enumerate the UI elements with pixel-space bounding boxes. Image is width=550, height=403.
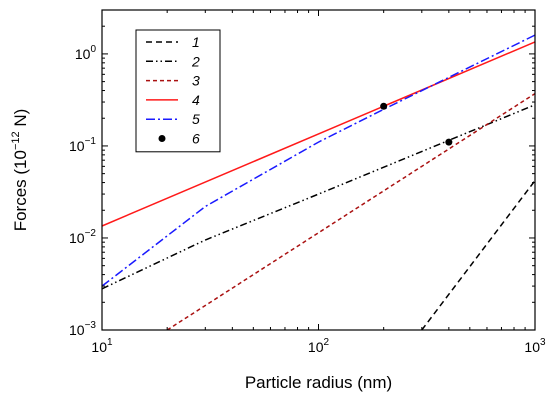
series-4-line: [102, 41, 535, 227]
legend-label: 5: [192, 111, 200, 127]
series-6-point: [445, 138, 453, 146]
x-tick-label: 103: [524, 337, 546, 355]
series-3-line: [166, 92, 535, 330]
x-tick-label: 102: [308, 337, 330, 355]
series-2-line: [102, 104, 535, 290]
tick-layer: 101 102 103 10−3 10−2 10−1 100: [69, 9, 546, 355]
legend: 1 2 3 4 5 6: [135, 29, 221, 153]
y-tick-label: 10−3: [69, 320, 96, 338]
series-1-line: [421, 180, 535, 330]
x-tick-label: 101: [91, 337, 113, 355]
legend-label: 4: [192, 92, 200, 108]
y-tick-label: 100: [75, 44, 97, 62]
legend-label: 2: [191, 53, 200, 69]
y-tick-label: 10−2: [69, 228, 96, 246]
series-layer: [102, 34, 535, 330]
series-6-point: [380, 102, 388, 110]
legend-label: 1: [192, 34, 200, 50]
legend-box: [135, 29, 221, 153]
y-tick-label: 10−1: [69, 136, 96, 154]
legend-marker: [158, 135, 166, 142]
series-5-line: [102, 34, 535, 287]
y-axis-title: Forces (10−12 N): [10, 109, 30, 232]
x-axis-title: Particle radius (nm): [245, 373, 392, 392]
legend-label: 6: [192, 131, 200, 147]
legend-label: 3: [192, 73, 200, 89]
